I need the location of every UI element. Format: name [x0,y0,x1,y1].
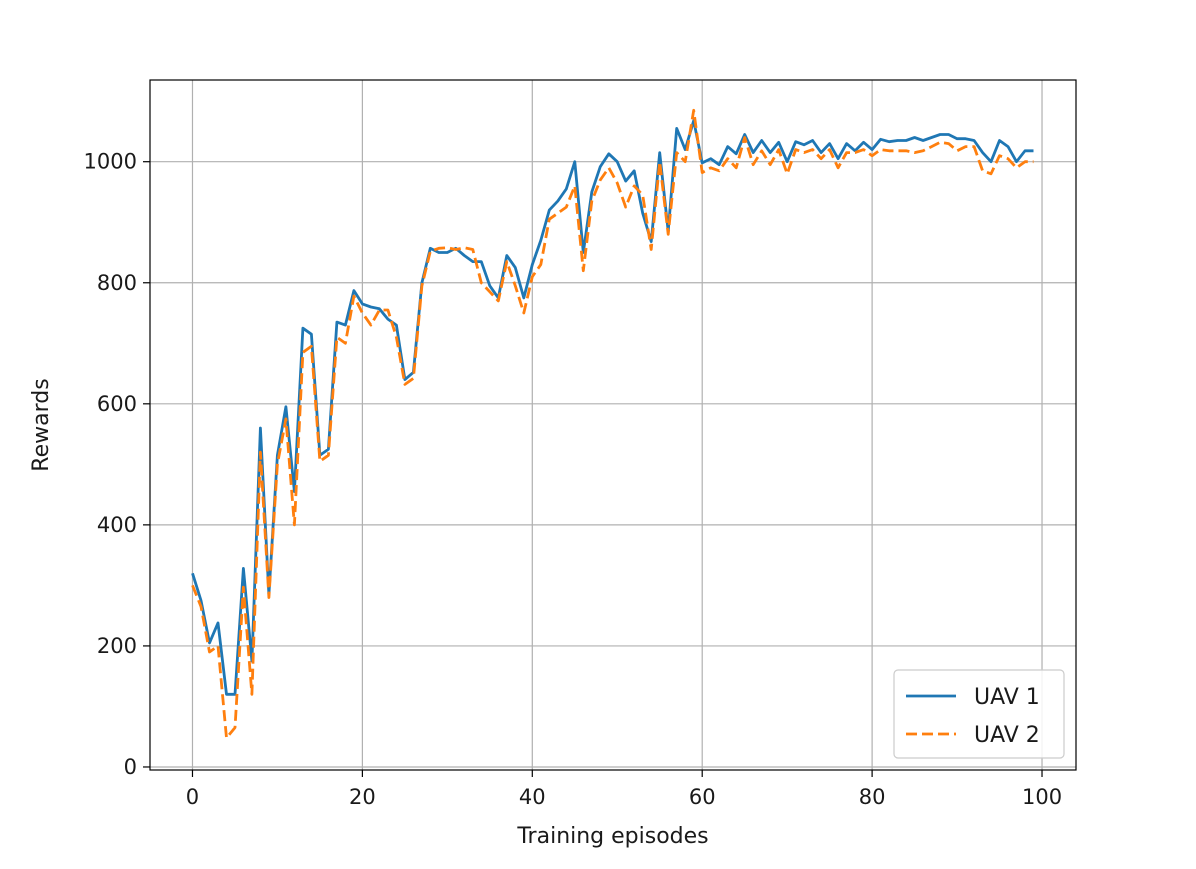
y-tick-label: 1000 [84,150,137,174]
y-tick-label: 600 [97,392,137,416]
series-layer [191,108,1034,740]
x-tick-label: 100 [1022,785,1062,809]
series-line-1 [191,119,1034,696]
y-tick-label: 0 [124,755,137,779]
x-tick-label: 60 [689,785,716,809]
x-tick-label: 20 [349,785,376,809]
x-tick-label: 80 [859,785,886,809]
x-axis-label: Training episodes [516,824,708,849]
y-tick-label: 200 [97,634,137,658]
legend-label-2: UAV 2 [974,723,1040,748]
y-axis-ticks: 0 200 400 600 800 1000 [84,150,150,779]
x-gridlines [191,80,1043,770]
x-axis-ticks: 0 20 40 60 80 100 [186,770,1062,809]
legend: UAV 1 UAV 2 [893,669,1065,759]
y-gridlines [150,161,1076,768]
y-tick-label: 400 [97,513,137,537]
series-line-2 [191,108,1034,740]
y-tick-label: 800 [97,271,137,295]
plot-frame [149,79,1077,771]
x-tick-label: 40 [519,785,546,809]
y-axis-label: Rewards [29,378,54,471]
x-tick-label: 0 [186,785,199,809]
legend-label-1: UAV 1 [974,685,1040,710]
legend-box [893,669,1065,759]
